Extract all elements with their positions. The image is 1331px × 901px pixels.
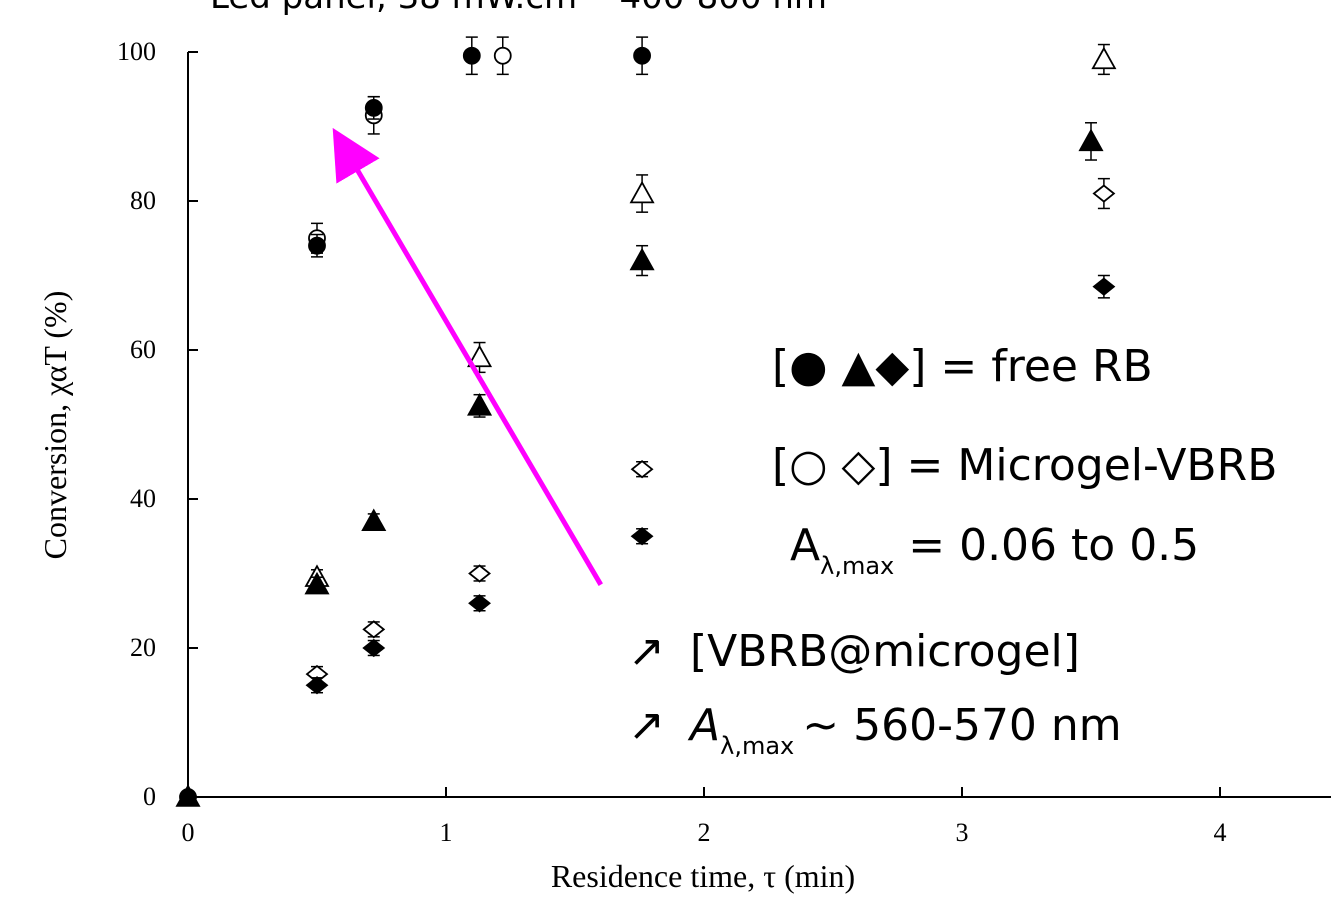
y-tick-label: 0: [143, 782, 156, 811]
y-tick-label: 40: [130, 484, 156, 513]
data-point-filled-triangle: [175, 784, 201, 807]
legend-microgel: [○ ◇] = Microgel-VBRB: [772, 440, 1277, 491]
data-point-filled-diamond: [362, 638, 386, 658]
absorbance-range: Aλ,max = 0.06 to 0.5: [790, 520, 1199, 580]
x-ticks: 0 1 2 3 4: [182, 787, 1227, 847]
data-point-filled-circle: [462, 46, 481, 65]
data-point-filled-circle: [308, 236, 326, 255]
y-tick-label: 100: [117, 37, 156, 66]
trend-label-1: [VBRB@microgel]: [690, 626, 1080, 677]
chart-title: Led panel, 38 mW.cm⁻² 400-800 nm: [210, 0, 827, 17]
x-tick-label: 4: [1214, 818, 1227, 847]
data-point-open-diamond: [630, 460, 654, 479]
data-point-open-diamond: [362, 620, 386, 639]
data-point-filled-triangle: [1078, 128, 1104, 152]
x-axis-label: Residence time, τ (min): [551, 858, 855, 894]
data-point-filled-circle: [633, 46, 651, 65]
x-tick-label: 3: [956, 818, 969, 847]
trend-label-2: Aλ,max ~ 560-570 nm: [687, 700, 1122, 760]
x-tick-label: 0: [182, 818, 195, 847]
data-point-filled-diamond: [630, 527, 654, 546]
data-point-filled-triangle: [304, 571, 330, 595]
trend-2-a: A: [687, 700, 720, 751]
absorbance-sub: λ,max: [820, 552, 894, 580]
data-point-open-triangle: [629, 180, 655, 204]
trend-2-value: ~ 560-570 nm: [802, 700, 1121, 751]
data-point-filled-triangle: [629, 247, 655, 271]
data-point-filled-diamond: [1092, 277, 1116, 296]
data-point-filled-triangle: [467, 393, 493, 416]
data-point-filled-diamond: [468, 594, 491, 613]
trend-2-sub: λ,max: [720, 732, 794, 760]
data-point-filled-triangle: [361, 508, 387, 532]
x-tick-label: 1: [440, 818, 453, 847]
data-point-filled-circle: [364, 98, 383, 117]
y-tick-label: 80: [130, 186, 156, 215]
data-point-open-triangle: [467, 344, 493, 368]
data-point-open-diamond: [468, 564, 491, 583]
y-tick-label: 20: [130, 633, 156, 662]
y-ticks: 0 20 40 60 80 100: [117, 37, 198, 811]
trend-arrow: [332, 127, 603, 586]
y-tick-label: 60: [130, 335, 156, 364]
data-point-open-diamond: [1092, 184, 1116, 203]
trend-arrow-icon-2: ↗: [628, 700, 665, 751]
data-point-open-triangle: [1091, 46, 1117, 70]
data-point-open-circle: [493, 46, 512, 65]
absorbance-value: = 0.06 to 0.5: [894, 520, 1199, 571]
y-axis-label: Conversion, χαT (%): [37, 291, 73, 560]
trend-arrow-icon-1: ↗: [628, 626, 665, 677]
x-tick-label: 2: [698, 818, 711, 847]
data-points: [175, 36, 1117, 807]
legend-free-rb: [● ▲◆] = free RB: [772, 341, 1153, 392]
absorbance-a: A: [790, 520, 820, 571]
data-point-filled-diamond: [305, 676, 329, 695]
